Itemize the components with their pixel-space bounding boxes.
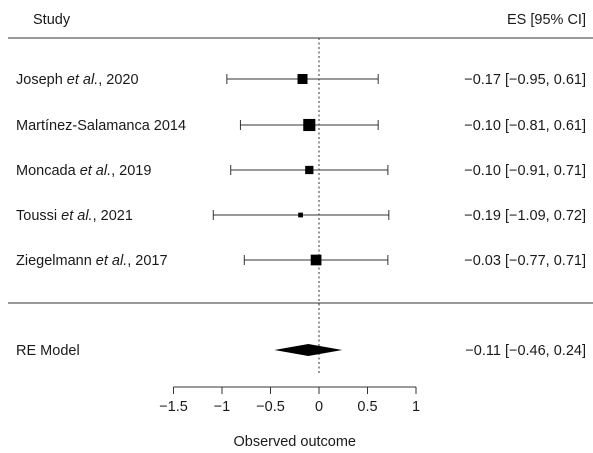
study-row: Toussi et al., 2021 −0.19 [−1.09, 0.72] (16, 208, 586, 224)
effect-size-point (303, 118, 316, 132)
effect-size-text: −0.17 [−0.95, 0.61] (464, 72, 586, 88)
study-column-header: Study (33, 12, 71, 28)
effect-size-point (297, 74, 308, 84)
summary-diamond (274, 344, 343, 356)
x-tick-label: −1.5 (159, 399, 188, 415)
effect-size-point (305, 165, 314, 175)
study-row: Martínez-Salamanca 2014 −0.10 [−0.81, 0.6… (16, 118, 586, 134)
study-label: Ziegelmann et al., 2017 (16, 253, 168, 269)
study-label: Martínez-Salamanca 2014 (16, 118, 186, 134)
x-tick-label: −1 (214, 399, 231, 415)
es-column-header: ES [95% CI] (507, 12, 586, 28)
x-tick-label: 1 (412, 399, 420, 415)
x-tick-label: 0 (315, 399, 323, 415)
study-row: Moncada et al., 2019 −0.10 [−0.91, 0.71] (16, 163, 586, 179)
x-tick-label: −0.5 (256, 399, 285, 415)
x-axis: −1.5 −1 −0.5 0 0.5 1 (159, 386, 420, 415)
study-label: Toussi et al., 2021 (16, 208, 133, 224)
effect-size-point (310, 254, 322, 266)
study-rows: Joseph et al., 2020 −0.17 [−0.95, 0.61] Ma… (16, 72, 586, 269)
effect-size-text: −0.03 [−0.77, 0.71] (464, 253, 586, 269)
x-axis-label: Observed outcome (233, 434, 356, 450)
summary-label: RE Model (16, 343, 80, 359)
study-label: Joseph et al., 2020 (16, 72, 139, 88)
effect-size-text: −0.10 [−0.91, 0.71] (464, 163, 586, 179)
effect-size-text: −0.10 [−0.81, 0.61] (464, 118, 586, 134)
effect-size-point (298, 212, 303, 218)
summary-row: RE Model −0.11 [−0.46, 0.24] (16, 343, 586, 359)
header: Study ES [95% CI] (33, 12, 586, 28)
effect-size-text: −0.19 [−1.09, 0.72] (464, 208, 586, 224)
summary-effect-text: −0.11 [−0.46, 0.24] (465, 343, 586, 359)
study-row: Joseph et al., 2020 −0.17 [−0.95, 0.61] (16, 72, 586, 88)
x-tick-label: 0.5 (357, 399, 377, 415)
study-row: Ziegelmann et al., 2017 −0.03 [−0.77, 0.7… (16, 253, 586, 269)
study-label: Moncada et al., 2019 (16, 163, 151, 179)
